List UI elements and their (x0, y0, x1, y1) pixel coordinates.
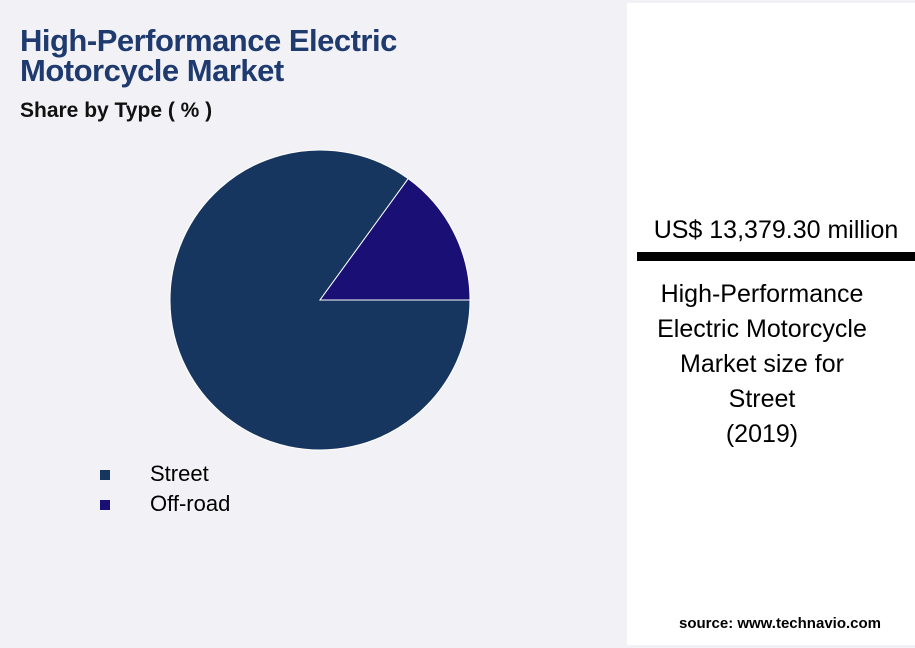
chart-subtitle: Share by Type ( % ) (20, 99, 213, 122)
chart-title: High-Performance Electric Motorcycle Mar… (20, 23, 397, 88)
panel-divider (637, 252, 915, 261)
chart: Street Off-road (100, 149, 471, 516)
legend-label: Off-road (150, 491, 230, 516)
panel-label: High-Performance Electric Motorcycle Marke… (627, 277, 897, 452)
legend-marker (100, 470, 110, 480)
panel-label-line: High-Performance (660, 280, 864, 308)
panel-label-line: (2019) (725, 420, 799, 448)
panel-label-line: Electric Motorcycle (657, 315, 867, 343)
panel-value: US$ 13,379.30 million (653, 216, 899, 244)
source: source: www.technavio.com (679, 615, 881, 632)
side-panel: US$ 13,379.30 million High-Performance El… (627, 3, 915, 645)
panel-label-line: Street (728, 385, 796, 413)
pie-slice (319, 177, 471, 301)
legend-label: Street (150, 461, 209, 486)
panel-label-line: Market size for (680, 350, 844, 378)
legend-marker (100, 500, 110, 510)
